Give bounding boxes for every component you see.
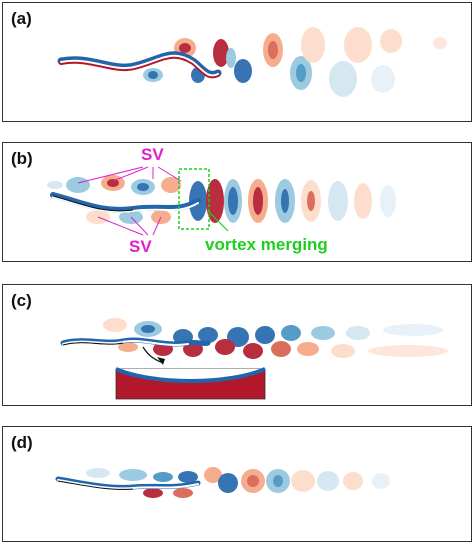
panel-label-a: (a) [11, 9, 32, 28]
vorticity-field-d [55, 467, 390, 498]
panel-label-d: (d) [11, 433, 33, 452]
panel-label-c: (c) [11, 291, 32, 310]
panel-label-b: (b) [11, 149, 33, 168]
sv-label-bottom: SV [129, 237, 152, 256]
panel-c: (c) [2, 284, 472, 406]
panel-a: (a) [2, 2, 472, 122]
vorticity-field-b [47, 166, 396, 236]
panel-d: (d) [2, 426, 472, 542]
panel-b: (b) SV SV vortex merging [2, 142, 472, 262]
vorticity-field-c [60, 318, 448, 400]
vorticity-field-a [57, 27, 447, 97]
sv-label-top: SV [141, 145, 164, 164]
vortex-merging-label: vortex merging [205, 235, 328, 254]
